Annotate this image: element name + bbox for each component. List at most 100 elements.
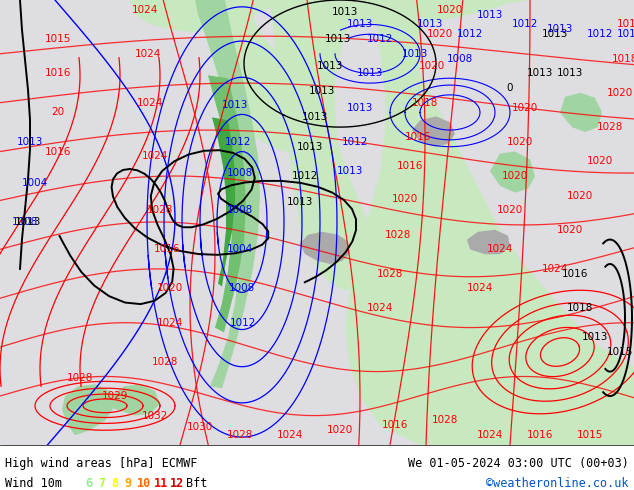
Text: ©weatheronline.co.uk: ©weatheronline.co.uk (486, 477, 629, 490)
Text: 1016: 1016 (562, 269, 588, 279)
Text: 1028: 1028 (227, 430, 253, 440)
Text: 1024: 1024 (542, 264, 568, 274)
Text: 1024: 1024 (467, 283, 493, 294)
Polygon shape (200, 0, 330, 153)
Polygon shape (212, 117, 235, 287)
Polygon shape (345, 0, 634, 445)
Text: 1013: 1013 (557, 68, 583, 78)
Text: 1013: 1013 (477, 10, 503, 20)
Text: High wind areas [hPa] ECMWF: High wind areas [hPa] ECMWF (5, 457, 197, 470)
Text: 1020: 1020 (157, 283, 183, 294)
Text: 1020: 1020 (327, 425, 353, 435)
Text: 1020: 1020 (512, 102, 538, 113)
Text: 1024: 1024 (477, 430, 503, 440)
Text: 1012: 1012 (367, 34, 393, 44)
Text: 1016: 1016 (397, 161, 423, 171)
Text: 1015: 1015 (577, 430, 603, 440)
Text: 1013: 1013 (542, 29, 568, 39)
Text: 12: 12 (170, 477, 184, 490)
Text: 0: 0 (507, 83, 514, 93)
Text: 1024: 1024 (367, 303, 393, 313)
Text: 1028: 1028 (147, 205, 173, 215)
Text: 1013: 1013 (222, 99, 248, 110)
Text: 11: 11 (154, 477, 168, 490)
Text: 1028: 1028 (385, 230, 411, 240)
Text: 1015: 1015 (45, 34, 71, 44)
Text: 1020: 1020 (607, 88, 633, 98)
Text: 1024: 1024 (135, 49, 161, 59)
Polygon shape (270, 0, 378, 291)
Polygon shape (130, 0, 300, 32)
Polygon shape (195, 0, 260, 388)
Text: 9: 9 (124, 477, 131, 490)
Text: 1020: 1020 (557, 225, 583, 235)
Text: 1024: 1024 (277, 430, 303, 440)
Text: We 01-05-2024 03:00 UTC (00+03): We 01-05-2024 03:00 UTC (00+03) (408, 457, 629, 470)
Text: 1013: 1013 (357, 68, 383, 78)
Text: 1024: 1024 (157, 318, 183, 328)
Polygon shape (62, 384, 115, 435)
Text: 1020: 1020 (392, 194, 418, 203)
Polygon shape (560, 93, 602, 132)
Text: 1018: 1018 (617, 20, 634, 29)
Text: 1032: 1032 (142, 411, 168, 420)
Text: 1013: 1013 (337, 166, 363, 176)
Text: 1028: 1028 (432, 416, 458, 425)
Text: 1018: 1018 (412, 98, 438, 108)
Text: 1016: 1016 (405, 132, 431, 142)
Polygon shape (300, 232, 350, 264)
Text: 1013: 1013 (347, 102, 373, 113)
Text: 1016: 1016 (45, 68, 71, 78)
Polygon shape (412, 116, 455, 147)
Text: 1020: 1020 (497, 205, 523, 215)
Text: 1012: 1012 (457, 29, 483, 39)
Text: 1013: 1013 (417, 20, 443, 29)
Text: 1012: 1012 (292, 171, 318, 181)
Text: 20: 20 (51, 107, 65, 118)
Text: 1028: 1028 (152, 357, 178, 367)
Text: 7: 7 (98, 477, 105, 490)
Text: 1020: 1020 (502, 171, 528, 181)
Text: 1024: 1024 (132, 5, 158, 15)
Text: 1020: 1020 (437, 5, 463, 15)
Text: 1016: 1016 (45, 147, 71, 157)
Text: 1008: 1008 (447, 54, 473, 64)
Text: 1013: 1013 (15, 217, 41, 227)
Text: Bft: Bft (186, 477, 207, 490)
Text: 1020: 1020 (587, 156, 613, 166)
Text: 1013: 1013 (302, 112, 328, 122)
Text: 8: 8 (111, 477, 118, 490)
Text: 1028: 1028 (67, 373, 93, 384)
Text: 6: 6 (85, 477, 92, 490)
Text: 1030: 1030 (187, 422, 213, 432)
Text: 1013: 1013 (309, 86, 335, 96)
Text: 1012: 1012 (230, 318, 256, 328)
Text: 1020: 1020 (567, 191, 593, 200)
Text: 1008: 1008 (227, 205, 253, 215)
Text: 1016: 1016 (527, 430, 553, 440)
Text: 1012: 1012 (587, 29, 613, 39)
Text: 1013: 1013 (347, 20, 373, 29)
Text: 1028: 1028 (377, 269, 403, 279)
Text: 1020: 1020 (419, 61, 445, 71)
Polygon shape (320, 0, 530, 24)
Text: 1013: 1013 (617, 29, 634, 39)
Text: 1013: 1013 (325, 34, 351, 44)
Text: 1004: 1004 (227, 245, 253, 254)
Text: 1024: 1024 (137, 98, 163, 108)
Text: 1024: 1024 (487, 245, 513, 254)
Text: 1018: 1018 (567, 303, 593, 313)
Text: Wind 10m: Wind 10m (5, 477, 62, 490)
Text: 1015: 1015 (607, 347, 633, 357)
Text: 1012: 1012 (342, 137, 368, 147)
Text: 1008: 1008 (229, 283, 255, 294)
Text: 1012: 1012 (512, 20, 538, 29)
Text: 10: 10 (137, 477, 152, 490)
Text: 1012: 1012 (225, 137, 251, 147)
Text: 1013: 1013 (17, 137, 43, 147)
Text: 1028: 1028 (597, 122, 623, 132)
Text: 1013: 1013 (527, 68, 553, 78)
Text: 1013: 1013 (317, 61, 343, 71)
Text: 1020: 1020 (507, 137, 533, 147)
Text: 1029: 1029 (102, 391, 128, 401)
